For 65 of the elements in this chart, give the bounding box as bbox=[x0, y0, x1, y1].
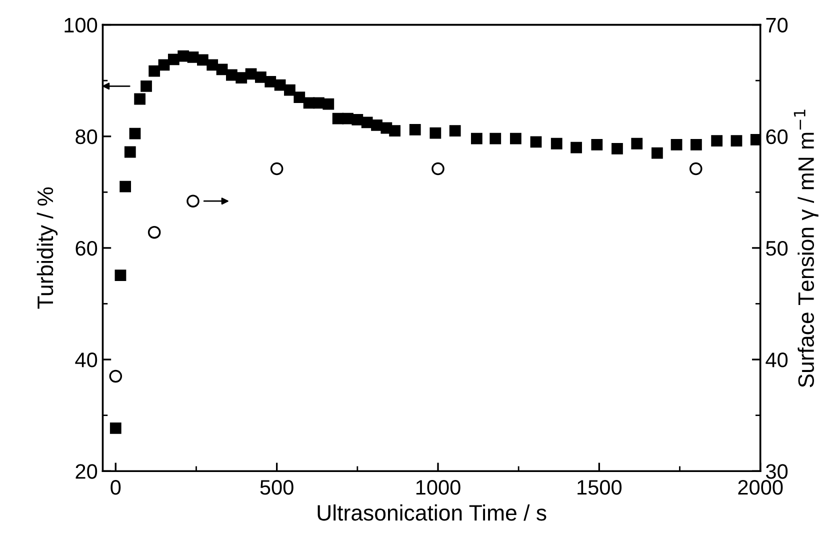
point bbox=[750, 134, 760, 146]
point bbox=[530, 136, 542, 148]
point bbox=[168, 54, 180, 66]
y-tick-label: 60 bbox=[76, 240, 98, 256]
x-axis-title: Ultrasonication Time / s bbox=[318, 504, 546, 521]
point bbox=[352, 114, 364, 126]
x-tick-label: 1000 bbox=[416, 480, 460, 495]
y2-tick-label: 70 bbox=[766, 18, 788, 33]
y-tick-label: 40 bbox=[75, 352, 98, 368]
point bbox=[631, 138, 643, 150]
point bbox=[430, 127, 442, 139]
point bbox=[689, 162, 702, 176]
point bbox=[432, 162, 444, 176]
y2-axis-title: Surface Tension γ / mN m$^{−1}$ bbox=[794, 110, 818, 388]
y-tick-label: 20 bbox=[76, 464, 98, 479]
point bbox=[284, 84, 296, 96]
point bbox=[389, 125, 400, 136]
point bbox=[110, 422, 122, 434]
point bbox=[490, 132, 502, 144]
point bbox=[186, 194, 200, 208]
y2-tick-label: 30 bbox=[766, 464, 788, 479]
point bbox=[612, 142, 623, 154]
point bbox=[294, 92, 306, 104]
y-axis-title: Turbidity / % bbox=[36, 187, 58, 309]
y2-tick-label: 60 bbox=[766, 129, 788, 144]
point bbox=[236, 72, 248, 84]
point bbox=[371, 120, 382, 131]
point bbox=[270, 162, 284, 176]
point bbox=[409, 124, 421, 136]
point bbox=[114, 270, 126, 281]
point bbox=[196, 54, 208, 66]
point bbox=[255, 72, 266, 83]
point bbox=[570, 142, 582, 154]
point bbox=[361, 116, 373, 128]
point bbox=[109, 370, 122, 383]
point bbox=[510, 132, 522, 144]
point bbox=[216, 64, 228, 76]
point bbox=[449, 125, 461, 136]
point bbox=[264, 76, 276, 88]
point bbox=[129, 128, 141, 140]
x-tick-label: 500 bbox=[260, 480, 294, 495]
point bbox=[124, 146, 136, 158]
point bbox=[206, 59, 218, 71]
point bbox=[591, 139, 603, 150]
y-tick-label: 80 bbox=[76, 129, 98, 144]
y-tick-label: 100 bbox=[64, 18, 98, 33]
point bbox=[148, 65, 160, 77]
y2-tick-label: 50 bbox=[766, 240, 788, 256]
y2-tick-label: 40 bbox=[766, 352, 788, 368]
x-tick-label: 1500 bbox=[578, 480, 622, 495]
point bbox=[711, 135, 723, 147]
point bbox=[322, 98, 334, 110]
point bbox=[730, 135, 742, 147]
x-tick-label: 2000 bbox=[738, 480, 783, 495]
x-tick-label: 0 bbox=[110, 480, 121, 495]
point bbox=[652, 147, 663, 159]
point bbox=[245, 68, 257, 80]
point bbox=[134, 93, 146, 105]
point bbox=[670, 139, 682, 150]
point bbox=[140, 80, 152, 92]
point bbox=[120, 180, 132, 192]
point bbox=[550, 138, 562, 150]
point bbox=[470, 132, 482, 144]
point bbox=[690, 139, 702, 150]
point bbox=[148, 226, 161, 239]
